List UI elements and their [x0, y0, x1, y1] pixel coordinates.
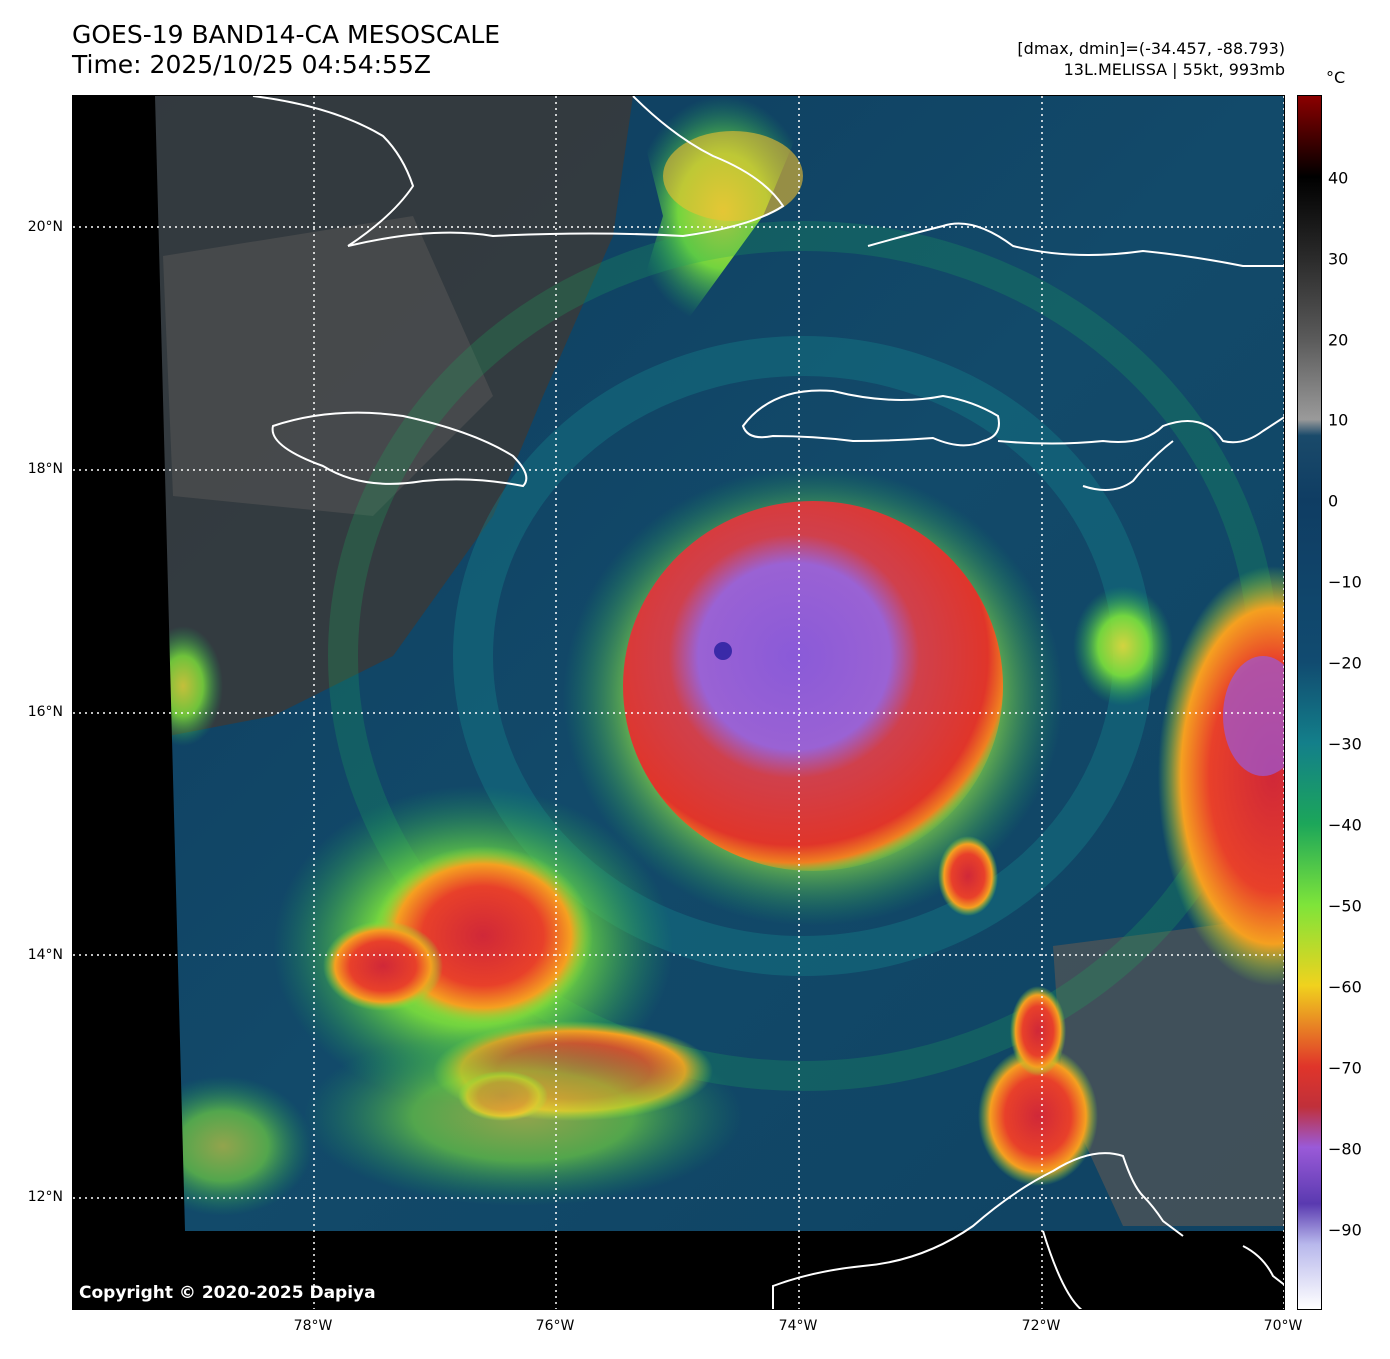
coastline-jamaica	[271, 411, 528, 488]
melissa-central-dense-overcast	[623, 501, 1003, 871]
title-time: Time: 2025/10/25 04:54:55Z	[72, 50, 431, 79]
colorbar-unit: °C	[1326, 68, 1346, 87]
infrared-imagery	[73, 96, 1284, 1309]
storm-center-marker	[714, 642, 732, 660]
coastline-guajira	[1042, 1230, 1083, 1309]
lon-label-70w: 70°W	[1263, 1318, 1303, 1334]
temperature-colorbar	[1297, 95, 1322, 1310]
lat-label-18n: 18°N	[27, 461, 63, 477]
colorbar-tick: 10	[1328, 410, 1349, 430]
colorbar-tick: −40	[1328, 815, 1362, 835]
colorbar-tick: −10	[1328, 572, 1362, 592]
storm-info: [dmax, dmin]=(-34.457, -88.793) 13L.MELI…	[1017, 38, 1285, 80]
lon-label-72w: 72°W	[1021, 1318, 1061, 1334]
colorbar-tick: −30	[1328, 734, 1362, 754]
colorbar-tick: 20	[1328, 330, 1349, 350]
cloud-top-north	[663, 131, 803, 221]
colorbar-tick: −20	[1328, 653, 1362, 673]
no-data-west	[73, 96, 185, 1231]
lon-label-78w: 78°W	[293, 1318, 333, 1334]
coastline-south-america	[772, 1152, 1184, 1309]
lon-label-74w: 74°W	[778, 1318, 818, 1334]
colorbar-tick: −70	[1328, 1058, 1362, 1078]
coastline-dominican-republic	[1082, 440, 1174, 491]
colorbar-tick: −80	[1328, 1139, 1362, 1159]
warm-cloud-region	[163, 216, 493, 516]
colorbar-tick: −60	[1328, 977, 1362, 997]
colorbar-tick: 40	[1328, 168, 1349, 188]
convection-east-core	[1223, 656, 1284, 776]
gridlines	[73, 96, 1284, 1309]
lat-label-20n: 20°N	[27, 219, 63, 235]
coastline-venezuela	[1242, 1245, 1284, 1286]
no-data-south	[73, 1231, 1284, 1309]
convection-cell-south	[978, 1046, 1098, 1186]
copyright-notice: Copyright © 2020-2025 Dapiya	[79, 1283, 376, 1303]
storm-summary-text: 13L.MELISSA | 55kt, 993mb	[1063, 60, 1285, 79]
convection-cell-south-upper	[1010, 986, 1066, 1076]
map-title: GOES-19 BAND14-CA MESOSCALE Time: 2025/1…	[72, 20, 500, 80]
coastlines	[252, 96, 1284, 1309]
coastline-hispaniola-north	[867, 222, 1284, 267]
coastline-hispaniola-south	[997, 416, 1284, 445]
convection-cell-east-green	[1073, 586, 1173, 706]
lat-label-12n: 12°N	[27, 1189, 63, 1205]
lat-label-14n: 14°N	[27, 947, 63, 963]
warm-cloud-region-southeast	[1053, 916, 1284, 1226]
coastline-cuba-east	[347, 96, 785, 247]
colorbar-tick: 0	[1328, 491, 1339, 511]
lon-label-76w: 76°W	[535, 1318, 575, 1334]
title-product: GOES-19 BAND14-CA MESOSCALE	[72, 20, 501, 49]
colorbar-tick: −50	[1328, 896, 1362, 916]
lat-label-16n: 16°N	[27, 704, 63, 720]
colorbar-tick: 30	[1328, 249, 1349, 269]
convection-south-band	[303, 1026, 743, 1206]
convection-cell-near-storm	[938, 836, 998, 916]
data-range-text: [dmax, dmin]=(-34.457, -88.793)	[1017, 39, 1285, 58]
convection-cell-b	[323, 921, 443, 1011]
coastline-cuba-west	[252, 96, 415, 247]
colorbar-tick: −90	[1328, 1220, 1362, 1240]
satellite-map: Copyright © 2020-2025 Dapiya	[72, 95, 1285, 1310]
coastline-haiti-peninsula	[741, 389, 1000, 447]
